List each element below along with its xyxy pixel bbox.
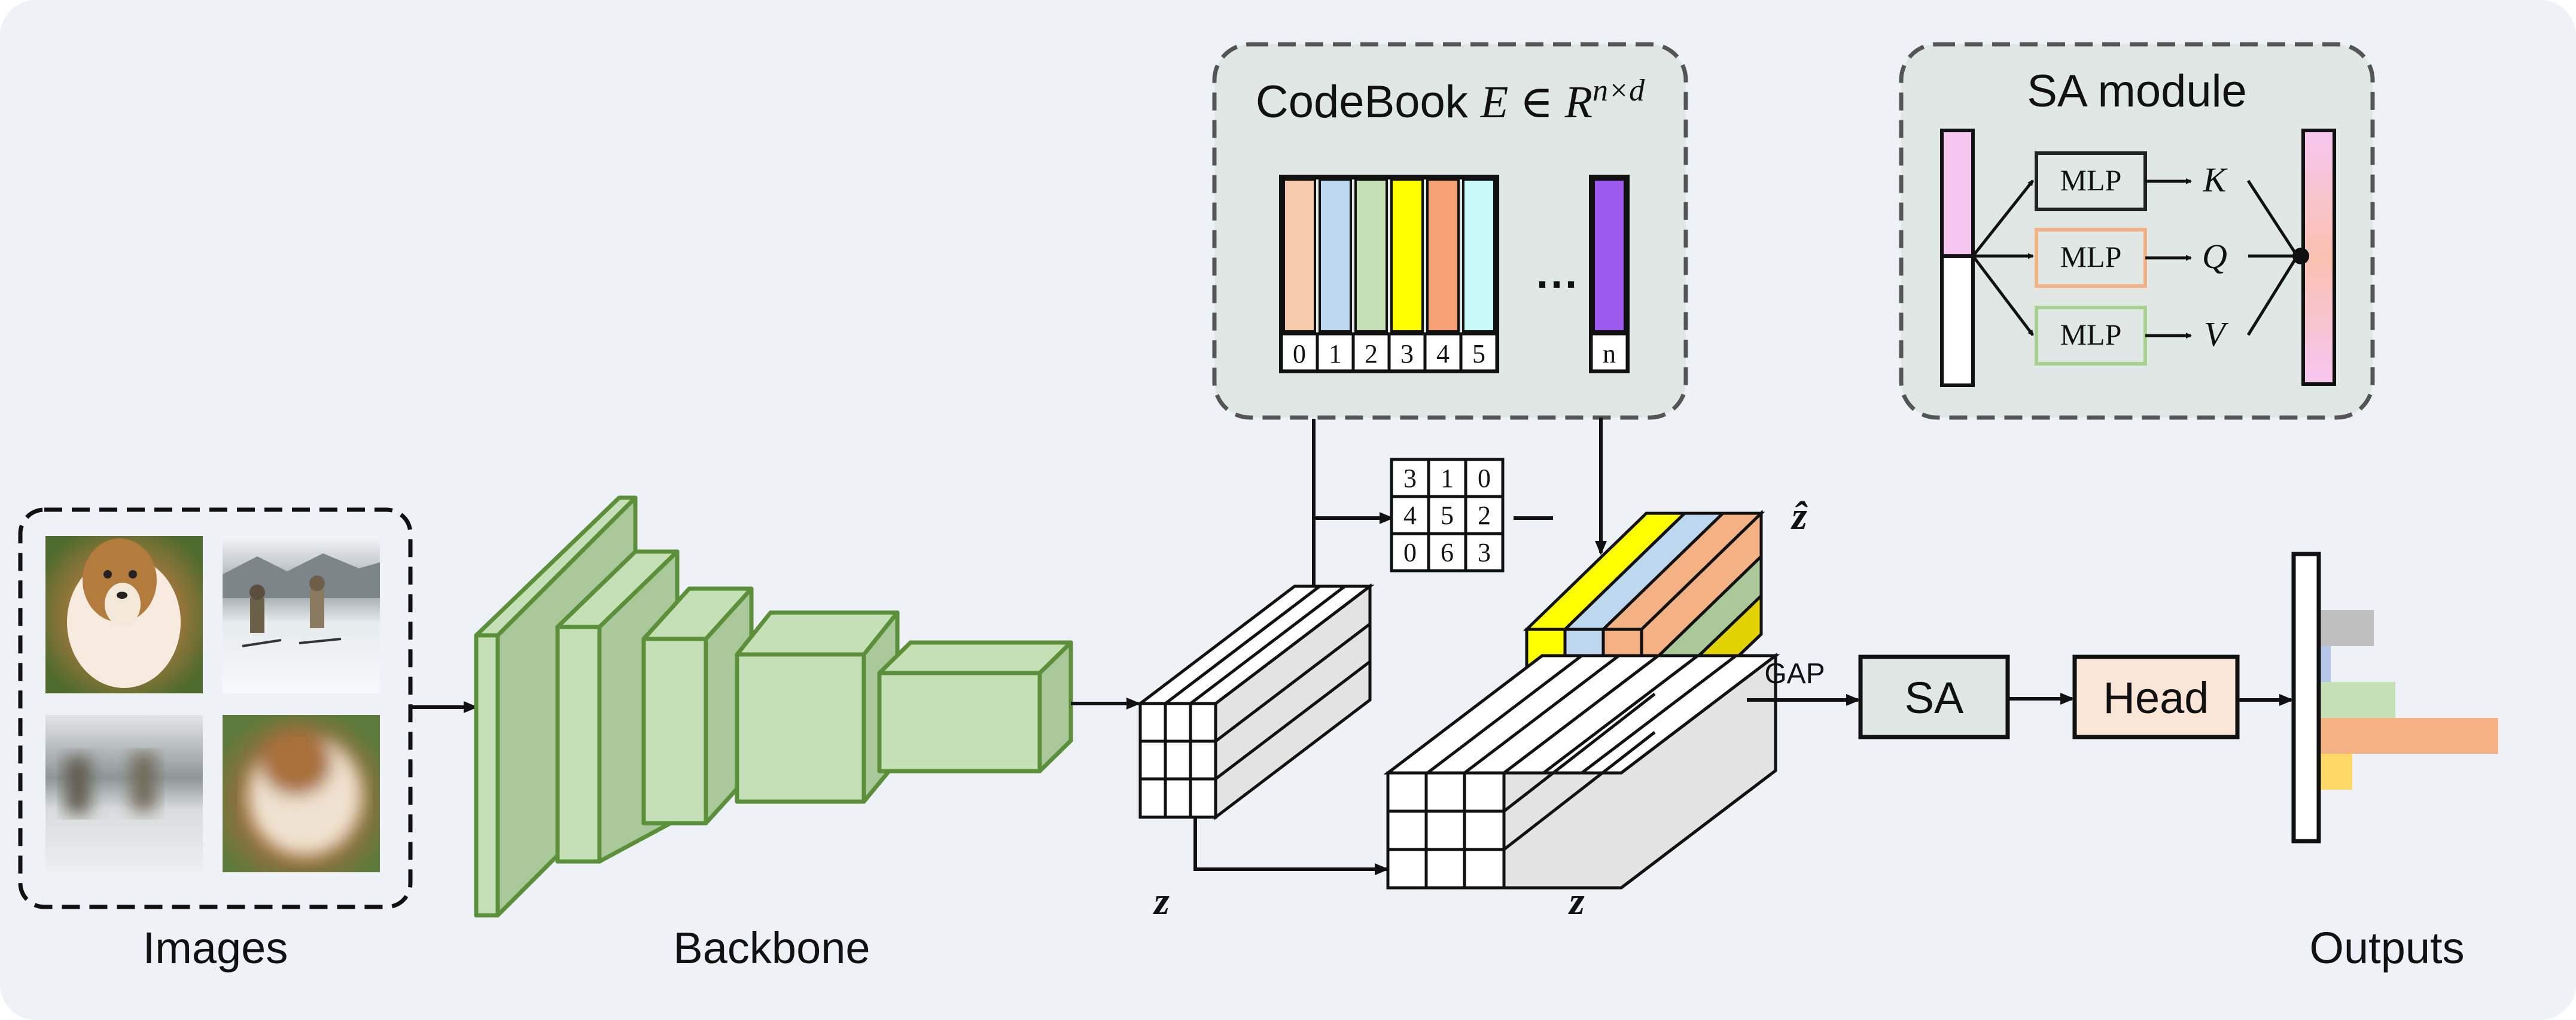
backbone-label: Backbone <box>673 923 870 973</box>
head-block <box>2072 654 2240 739</box>
outputs-label: Outputs <box>2309 923 2464 973</box>
index-cell: 2 <box>1464 495 1505 535</box>
z-tensor-mid-front <box>1383 652 1780 890</box>
codebook-entry: 4 <box>1423 178 1463 373</box>
z-hat-label: ẑ <box>1791 494 1808 538</box>
merge-k <box>2246 179 2299 257</box>
codebook-entry: 2 <box>1351 178 1391 373</box>
sa-mlp-v: MLP V <box>2035 306 2229 366</box>
z-mid-label: z <box>1568 879 1585 923</box>
sa-mlp-q: MLP Q <box>2035 228 2227 288</box>
codebook-ellipsis: ··· <box>1536 261 1579 309</box>
codebook-index: 0 <box>1293 339 1306 369</box>
head-block-label: Head <box>2103 673 2209 723</box>
images-label: Images <box>143 923 288 973</box>
sa-mlp-k: MLP K <box>2035 151 2228 211</box>
sa-module-panel: SA module MLP K MLP Q MLP V <box>1899 42 2375 420</box>
image-skiers <box>223 536 380 693</box>
sa-output-q: Q <box>2202 237 2227 276</box>
images-panel <box>18 507 413 909</box>
svg-text:4: 4 <box>1403 501 1417 530</box>
svg-text:MLP: MLP <box>2060 240 2122 273</box>
image-dog <box>45 536 203 693</box>
codebook-index: 1 <box>1329 339 1342 369</box>
svg-text:0: 0 <box>1478 464 1491 493</box>
index-cell: 3 <box>1390 458 1430 498</box>
index-cell: 0 <box>1390 532 1430 573</box>
merge-dot <box>2292 248 2309 264</box>
svg-text:MLP: MLP <box>2060 163 2122 197</box>
output-bar <box>2319 610 2374 646</box>
codebook-index: 4 <box>1436 339 1450 369</box>
svg-text:2: 2 <box>1478 501 1491 530</box>
index-cell: 3 <box>1464 532 1505 573</box>
index-cell: 6 <box>1427 532 1467 573</box>
output-bar <box>2319 682 2395 718</box>
codebook-entry: 1 <box>1316 178 1355 373</box>
sa-block-label: SA <box>1905 673 1964 723</box>
z-left-label: z <box>1153 879 1170 923</box>
codebook-index: 3 <box>1400 339 1414 369</box>
svg-text:3: 3 <box>1478 538 1491 567</box>
codebook-entry: 0 <box>1280 178 1319 373</box>
sa-output-v: V <box>2204 315 2229 354</box>
codebook-entry: 3 <box>1387 178 1427 373</box>
sa-input-vector-top <box>1940 129 1975 258</box>
output-vector <box>2291 552 2321 844</box>
output-bar <box>2319 646 2331 682</box>
sa-output-k: K <box>2203 160 2228 199</box>
output-bar <box>2319 754 2352 790</box>
svg-text:MLP: MLP <box>2060 318 2122 351</box>
svg-text:1: 1 <box>1441 464 1454 493</box>
codebook-index: 5 <box>1472 339 1485 369</box>
backbone <box>474 495 1073 918</box>
z-tensor-left <box>1135 583 1375 821</box>
arrow-z-to-z-mid <box>1193 817 1389 875</box>
index-grid: 3 1 04 5 20 6 3 <box>1390 458 1505 573</box>
svg-text:3: 3 <box>1403 464 1417 493</box>
merge-v <box>2246 255 2299 336</box>
sa-input-vector-bottom <box>1940 254 1975 387</box>
index-cell: 5 <box>1427 495 1467 535</box>
svg-text:0: 0 <box>1403 538 1417 567</box>
index-cell: 4 <box>1390 495 1430 535</box>
codebook-entry: 5 <box>1459 178 1499 373</box>
index-cell: 0 <box>1464 458 1505 498</box>
branch-k <box>1972 179 2034 257</box>
output-bars <box>2319 610 2498 790</box>
sa-block <box>1858 654 2010 739</box>
index-cell: 1 <box>1427 458 1467 498</box>
output-bar <box>2319 718 2498 754</box>
image-dog-blurred <box>223 715 380 872</box>
branch-v <box>1972 255 2034 336</box>
codebook-title: CodeBook E ∈ Rn×d <box>1256 74 1645 128</box>
codebook-index-last: n <box>1603 339 1616 369</box>
gap-label: GAP <box>1764 658 1825 690</box>
sa-module-title: SA module <box>2027 66 2247 117</box>
image-skiers-blurred <box>45 715 203 872</box>
codebook-index: 2 <box>1365 339 1378 369</box>
svg-text:5: 5 <box>1441 501 1454 530</box>
codebook-entry-last: n <box>1589 175 1630 373</box>
svg-text:6: 6 <box>1441 538 1454 567</box>
